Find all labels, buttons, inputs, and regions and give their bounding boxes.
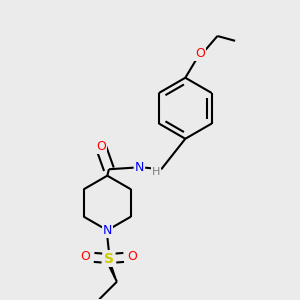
Text: O: O (195, 47, 205, 60)
Text: H: H (152, 167, 160, 176)
Text: N: N (103, 224, 112, 237)
Text: N: N (135, 161, 144, 174)
Text: O: O (96, 140, 106, 153)
Text: O: O (80, 250, 90, 263)
Text: O: O (128, 250, 137, 263)
Text: S: S (104, 251, 114, 266)
